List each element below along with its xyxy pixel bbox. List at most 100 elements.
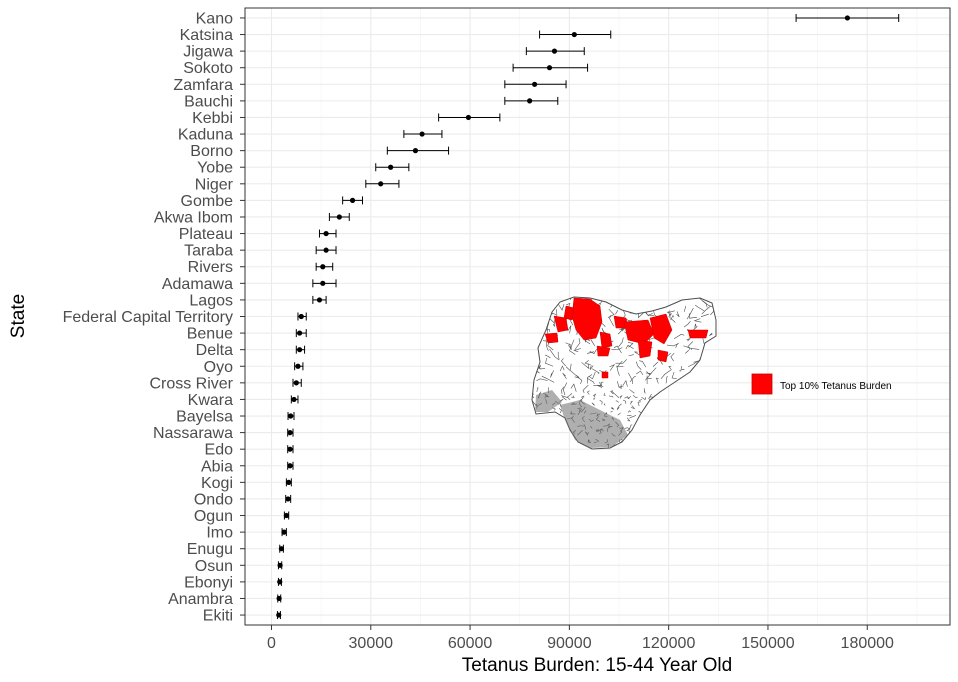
data-point: [297, 330, 303, 336]
lga-boundary: [660, 369, 672, 380]
lga-boundary: [637, 401, 641, 407]
lga-boundary: [666, 343, 679, 347]
lga-boundary: [564, 450, 566, 454]
data-point: [287, 463, 293, 469]
y-tick-label: Cross River: [149, 375, 233, 392]
lga-boundary: [596, 384, 604, 388]
lga-boundary: [627, 297, 633, 298]
lga-boundary: [542, 413, 545, 416]
lga-boundary: [632, 394, 638, 398]
lga-boundary: [559, 365, 565, 372]
lga-boundary: [709, 409, 713, 413]
lga-boundary: [600, 381, 604, 387]
lga-boundary: [704, 370, 712, 378]
lga-boundary: [692, 419, 696, 421]
lga-boundary: [706, 342, 716, 348]
lga-boundary: [692, 373, 699, 383]
data-layer: [276, 13, 900, 620]
lga-boundary: [532, 375, 535, 378]
data-point-group: [281, 528, 287, 537]
lga-boundary: [686, 307, 694, 320]
data-point-group: [795, 13, 900, 22]
data-point-group: [277, 561, 283, 570]
lga-boundary: [563, 451, 565, 454]
lga-boundary: [626, 414, 632, 417]
lga-boundary: [624, 396, 630, 399]
lga-boundary: [707, 447, 712, 449]
lga-boundary: [588, 372, 596, 380]
data-point-group: [292, 378, 302, 387]
lga-boundary: [557, 444, 562, 449]
lga-boundary: [557, 303, 565, 311]
lga-boundary: [637, 439, 642, 444]
lga-boundary: [590, 339, 595, 346]
lga-boundary: [667, 310, 671, 317]
data-point-group: [328, 212, 350, 221]
lga-boundary: [705, 441, 711, 446]
lga-boundary: [698, 416, 704, 420]
lga-boundary: [702, 423, 706, 429]
lga-boundary: [629, 375, 636, 383]
lga-boundary: [684, 297, 690, 300]
lga-boundary: [611, 391, 620, 398]
data-point: [276, 612, 282, 618]
lga-boundary: [686, 338, 691, 342]
lga-boundary: [570, 443, 573, 445]
lga-boundary: [653, 309, 658, 318]
lga-boundary: [695, 445, 701, 449]
lga-boundary: [676, 311, 680, 318]
lga-boundary: [547, 436, 550, 439]
data-point: [412, 148, 419, 154]
lga-boundary: [668, 297, 677, 301]
lga-boundary: [661, 391, 669, 401]
y-tick-label: Osun: [195, 558, 233, 575]
lga-boundary: [627, 396, 631, 400]
lga-boundary: [629, 389, 635, 394]
data-point: [465, 114, 472, 121]
y-tick-label: Niger: [195, 176, 234, 193]
lga-boundary: [644, 454, 649, 457]
data-point-group: [504, 80, 567, 89]
lga-boundary: [536, 387, 539, 392]
lga-boundary: [547, 322, 550, 336]
lga-boundary: [709, 332, 713, 336]
lga-boundary: [655, 377, 659, 384]
data-point-group: [315, 246, 337, 255]
lga-boundary: [663, 408, 665, 412]
data-point: [297, 347, 303, 353]
data-point: [320, 280, 326, 286]
data-point-group: [287, 461, 294, 470]
lga-boundary: [611, 347, 623, 350]
lga-boundary: [612, 297, 616, 303]
data-point: [844, 15, 850, 21]
lga-boundary: [526, 366, 531, 372]
lga-boundary: [688, 406, 694, 411]
lga-boundary: [702, 300, 715, 309]
lga-boundary: [679, 387, 691, 393]
lga-boundary: [617, 403, 622, 409]
x-axis-title: Tetanus Burden: 15-44 Year Old: [462, 655, 732, 676]
lga-boundary: [599, 399, 603, 405]
lga-boundary: [539, 442, 544, 445]
lga-boundary: [703, 390, 710, 399]
lga-boundary: [617, 337, 624, 348]
data-point: [283, 512, 289, 519]
lga-boundary: [532, 428, 537, 432]
lga-boundary: [687, 341, 693, 349]
lga-boundary: [611, 406, 615, 410]
data-point-group: [438, 113, 501, 122]
lga-boundary: [584, 360, 592, 366]
lga-boundary: [591, 402, 595, 406]
data-point: [323, 230, 329, 237]
lga-boundary: [536, 422, 540, 428]
lga-boundary: [615, 310, 619, 315]
lga-boundary: [637, 312, 644, 319]
data-point-group: [504, 96, 559, 105]
lga-boundary: [548, 445, 551, 448]
lga-boundary: [532, 419, 535, 422]
data-point: [295, 363, 301, 369]
lga-boundary: [547, 342, 554, 351]
lga-boundary: [565, 363, 572, 372]
lga-boundary: [547, 455, 549, 458]
lga-boundary: [552, 321, 555, 327]
